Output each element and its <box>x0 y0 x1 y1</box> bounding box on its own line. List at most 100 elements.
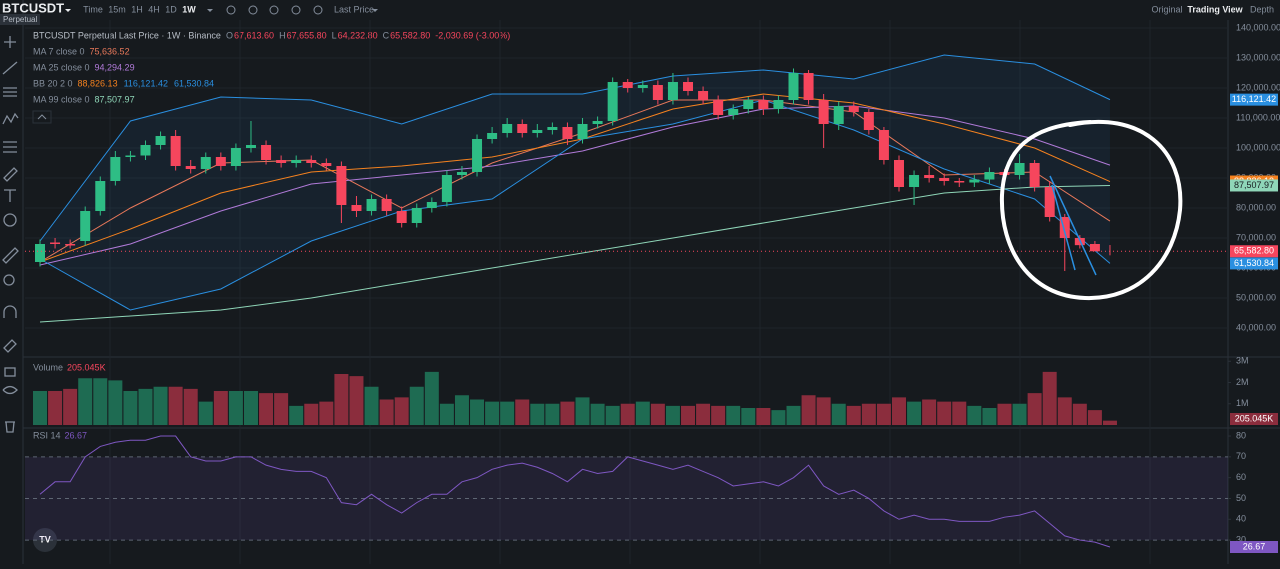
price-badge <box>1230 245 1278 258</box>
view-tab[interactable]: Depth <box>1250 4 1274 14</box>
candle-body <box>215 157 226 166</box>
pane-title: Volume <box>33 362 63 372</box>
candle-body <box>728 109 739 115</box>
price-badge <box>1230 179 1278 192</box>
toolbar-icon[interactable] <box>226 5 236 15</box>
y-tick-label: 1M <box>1236 398 1249 408</box>
interval[interactable]: 1W <box>182 4 196 14</box>
source-caret[interactable] <box>372 9 378 12</box>
volume-bar <box>997 403 1012 425</box>
y-tick-label: 40 <box>1236 514 1246 524</box>
drawn-line <box>1049 175 1097 276</box>
toolbar-icon[interactable] <box>248 5 258 15</box>
price-source[interactable]: Last Price <box>334 4 374 14</box>
candle-body <box>472 139 483 172</box>
collapse-legend[interactable] <box>32 110 52 124</box>
candle-body <box>893 160 904 187</box>
volume-bar <box>771 410 786 425</box>
candle-body <box>607 82 618 121</box>
interval[interactable]: 1D <box>165 4 177 14</box>
interval[interactable]: Time <box>83 4 103 14</box>
lock-tool[interactable] <box>4 367 16 377</box>
candle-body <box>200 157 211 169</box>
price-badge <box>1230 541 1278 554</box>
volume-bar <box>424 371 439 425</box>
candle-body <box>652 85 663 100</box>
pattern-tool[interactable] <box>2 112 19 125</box>
emoji-tool[interactable] <box>3 213 17 227</box>
volume-bar <box>1072 403 1087 425</box>
y-tick-label: 50,000.00 <box>1236 292 1276 302</box>
volume-bar <box>726 405 741 425</box>
indicator-value: 116,121.42 <box>124 78 168 88</box>
candle-body <box>95 181 106 211</box>
volume-bar <box>786 405 801 425</box>
legend-symbol: BTCUSDT Perpetual Last Price · 1W · Bina… <box>33 30 221 40</box>
candle-body <box>878 130 889 160</box>
candle-body <box>532 130 543 133</box>
candle-body <box>230 148 241 166</box>
toolbar-icon[interactable] <box>269 5 279 15</box>
ruler-tool[interactable] <box>2 247 19 264</box>
y-tick-label: 70,000.00 <box>1236 232 1276 242</box>
candle-body <box>125 155 136 157</box>
symbol-caret[interactable] <box>65 9 71 12</box>
interval[interactable]: 4H <box>148 4 160 14</box>
volume-bar <box>63 388 78 425</box>
badge-label: 116,121.42 <box>1232 94 1276 104</box>
candle-body <box>456 172 467 175</box>
interval[interactable]: 1H <box>131 4 143 14</box>
ohlc-prefix: C <box>383 30 390 40</box>
collapse-caret[interactable] <box>37 114 47 120</box>
candle-body <box>140 145 151 156</box>
fib-tool[interactable] <box>3 87 17 97</box>
volume-bar <box>635 401 650 425</box>
text-tool[interactable] <box>4 189 16 202</box>
view-tab[interactable]: Original <box>1151 4 1182 14</box>
y-tick-label: 80 <box>1236 430 1246 440</box>
volume-bar <box>108 380 123 425</box>
candle-body <box>321 163 332 166</box>
volume-value: 205.045K <box>67 362 106 372</box>
y-tick-label: 3M <box>1236 356 1249 366</box>
candle-body <box>396 211 407 223</box>
volume-bar <box>138 388 153 425</box>
ohlc-prefix: O <box>226 30 233 40</box>
volume-bar <box>907 401 922 425</box>
badge-label: 65,582.80 <box>1234 246 1274 256</box>
toolbar-icon[interactable] <box>313 5 323 15</box>
interval[interactable]: 15m <box>108 4 126 14</box>
delete-tool[interactable] <box>5 421 15 433</box>
view-tab[interactable]: Trading View <box>1187 4 1243 14</box>
candle-body <box>35 244 45 262</box>
volume-bar <box>891 397 906 425</box>
magnet-tool[interactable] <box>3 305 17 318</box>
toolbar-icon[interactable] <box>291 5 301 15</box>
interval-caret[interactable] <box>207 9 213 12</box>
y-tick-label: 110,000.00 <box>1236 112 1280 122</box>
volume-bar <box>183 388 198 425</box>
volume-bar <box>590 403 605 425</box>
draw-mode[interactable] <box>3 339 17 353</box>
candle-body <box>577 124 588 139</box>
projection-tool[interactable] <box>3 141 17 153</box>
brush-tool[interactable] <box>3 167 18 182</box>
price-badge <box>1230 413 1278 425</box>
symbol: BTCUSDT <box>2 0 64 15</box>
visibility-tool[interactable] <box>2 385 18 395</box>
candle-body <box>50 242 61 244</box>
candle-body <box>366 199 377 211</box>
crosshair-tool[interactable] <box>4 36 16 48</box>
candle-body <box>924 175 935 178</box>
candle-body <box>1044 187 1055 217</box>
zoom-tool[interactable] <box>3 274 15 286</box>
line-tool[interactable] <box>2 61 18 75</box>
volume-bar <box>470 399 485 425</box>
candle-body <box>713 100 724 115</box>
candle-body <box>306 160 317 163</box>
volume-bar <box>48 391 63 425</box>
volume-bar <box>876 403 891 425</box>
volume-bar <box>168 386 183 425</box>
